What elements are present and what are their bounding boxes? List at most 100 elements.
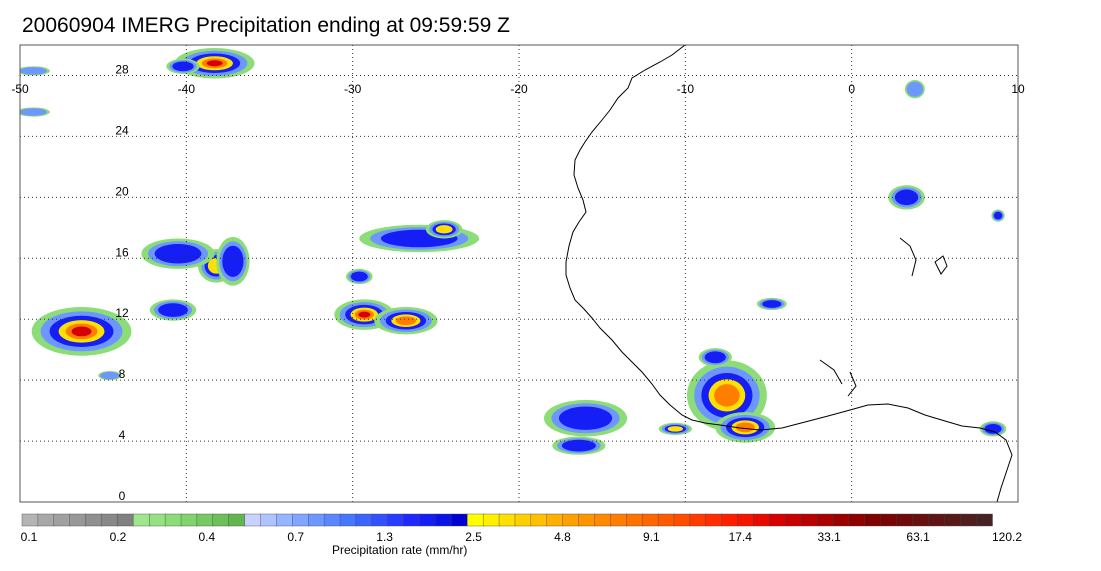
colorbar-swatch bbox=[37, 513, 55, 527]
precip-cell bbox=[98, 370, 122, 381]
colorbar-tick-label: 9.1 bbox=[643, 530, 660, 544]
precip-contour bbox=[984, 424, 1002, 434]
precip-cell bbox=[658, 422, 692, 435]
precip-contour bbox=[71, 326, 92, 337]
colorbar-tick-label: 0.7 bbox=[287, 530, 305, 544]
colorbar-swatch bbox=[403, 513, 421, 527]
longitude-label: 0 bbox=[848, 82, 855, 96]
colorbar-swatch bbox=[292, 513, 309, 527]
colorbar-swatch bbox=[959, 513, 977, 527]
colorbar-title: Precipitation rate (mm/hr) bbox=[332, 543, 468, 557]
latitude-labels: 0 4 8 12 16 20 24 28 bbox=[115, 62, 129, 503]
longitude-label: -10 bbox=[677, 82, 695, 96]
river-outline bbox=[819, 237, 917, 397]
precip-cell bbox=[888, 185, 925, 210]
precip-contour bbox=[154, 243, 202, 264]
precip-cell bbox=[166, 58, 200, 74]
colorbar-swatch bbox=[785, 513, 802, 527]
precip-contour bbox=[561, 439, 596, 452]
precip-contour bbox=[704, 351, 726, 364]
colorbar-swatch bbox=[721, 513, 739, 527]
precip-cell bbox=[20, 66, 50, 76]
colorbar-swatch bbox=[896, 513, 914, 527]
colorbar-swatch bbox=[85, 513, 103, 527]
colorbar-tick-label: 0.2 bbox=[109, 530, 127, 544]
longitude-label: -20 bbox=[510, 82, 528, 96]
precip-cell bbox=[216, 236, 250, 286]
colorbar-swatch bbox=[451, 513, 468, 527]
colorbar-swatch bbox=[673, 513, 691, 527]
colorbar-tick-label: 120.2 bbox=[991, 530, 1023, 544]
precip-cell bbox=[904, 80, 925, 99]
colorbar-swatch bbox=[689, 513, 707, 527]
precip-contour bbox=[667, 426, 684, 432]
precip-contour bbox=[358, 311, 371, 318]
precip-cell bbox=[979, 421, 1007, 437]
colorbar-swatch bbox=[21, 513, 39, 527]
precip-contour bbox=[894, 189, 919, 206]
precip-contour bbox=[222, 245, 244, 277]
colorbar-swatch bbox=[149, 513, 166, 527]
colorbar-swatch bbox=[117, 513, 135, 527]
colorbar-swatch bbox=[753, 513, 771, 527]
colorbar-swatch bbox=[53, 513, 71, 527]
grid-lines bbox=[20, 45, 1018, 502]
colorbar-swatch bbox=[212, 513, 230, 527]
colorbar-swatch bbox=[323, 513, 341, 527]
colorbar-tick-label: 2.5 bbox=[465, 530, 482, 544]
latitude-label: 24 bbox=[115, 123, 129, 137]
colorbar-swatch bbox=[196, 513, 214, 527]
precip-cell bbox=[552, 436, 606, 455]
colorbar-swatch bbox=[705, 513, 723, 527]
precip-contour bbox=[100, 371, 120, 380]
precip-cell bbox=[149, 299, 197, 321]
precip-contour bbox=[714, 384, 740, 407]
colorbar-swatch bbox=[244, 513, 262, 527]
colorbar-swatch bbox=[848, 513, 866, 527]
precip-cell bbox=[141, 238, 215, 269]
colorbar-swatch bbox=[355, 513, 373, 527]
colorbar-swatch bbox=[180, 513, 198, 527]
colorbar-swatch bbox=[371, 513, 389, 527]
colorbar-swatch bbox=[435, 513, 453, 527]
longitude-label: -30 bbox=[344, 82, 362, 96]
colorbar-swatch bbox=[164, 513, 182, 527]
precip-cell bbox=[756, 297, 787, 311]
colorbar-swatch bbox=[944, 513, 961, 527]
colorbar bbox=[21, 513, 993, 527]
latitude-label: 0 bbox=[119, 489, 126, 503]
latitude-label: 12 bbox=[115, 306, 129, 320]
colorbar-tick-label: 17.4 bbox=[728, 530, 752, 544]
colorbar-swatch bbox=[514, 513, 532, 527]
colorbar-swatch bbox=[641, 513, 659, 527]
colorbar-swatch bbox=[864, 513, 882, 527]
precip-contour bbox=[435, 225, 453, 234]
colorbar-swatch bbox=[975, 513, 993, 527]
precip-cell bbox=[543, 399, 628, 437]
colorbar-swatch bbox=[800, 513, 818, 527]
colorbar-tick-label: 63.1 bbox=[906, 530, 930, 544]
colorbar-swatch bbox=[339, 513, 357, 527]
colorbar-swatch bbox=[562, 513, 580, 527]
colorbar-swatch bbox=[816, 513, 834, 527]
colorbar-swatch bbox=[467, 513, 484, 527]
precip-contour bbox=[350, 271, 368, 282]
colorbar-swatch bbox=[928, 513, 945, 527]
latitude-label: 20 bbox=[115, 184, 129, 198]
colorbar-swatch bbox=[626, 513, 643, 527]
latitude-label: 4 bbox=[119, 428, 126, 442]
longitude-label: -50 bbox=[11, 82, 29, 96]
precip-cell bbox=[346, 268, 373, 285]
precip-contour bbox=[158, 303, 188, 317]
precip-cell bbox=[698, 348, 732, 367]
colorbar-swatch bbox=[419, 513, 437, 527]
map-title: 20060904 IMERG Precipitation ending at 0… bbox=[22, 14, 510, 37]
colorbar-swatch bbox=[912, 513, 930, 527]
colorbar-swatch bbox=[276, 513, 294, 527]
precip-cell bbox=[715, 412, 776, 443]
colorbar-swatch bbox=[498, 513, 516, 527]
precip-contour bbox=[395, 316, 417, 326]
longitude-label: 10 bbox=[1011, 82, 1025, 96]
precip-contour bbox=[906, 81, 924, 97]
latitude-label: 28 bbox=[115, 62, 129, 76]
